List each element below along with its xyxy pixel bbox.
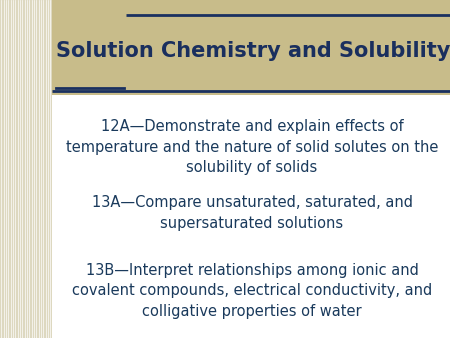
Text: 12A—Demonstrate and explain effects of
temperature and the nature of solid solut: 12A—Demonstrate and explain effects of t… [66,119,438,175]
Bar [0,0,52,338]
Text: 13A—Compare unsaturated, saturated, and
supersaturated solutions: 13A—Compare unsaturated, saturated, and … [91,195,413,231]
Bar [52,0,450,95]
Text: Solution Chemistry and Solubility: Solution Chemistry and Solubility [56,41,450,61]
Text: 13B—Interpret relationships among ionic and
covalent compounds, electrical condu: 13B—Interpret relationships among ionic … [72,263,432,319]
